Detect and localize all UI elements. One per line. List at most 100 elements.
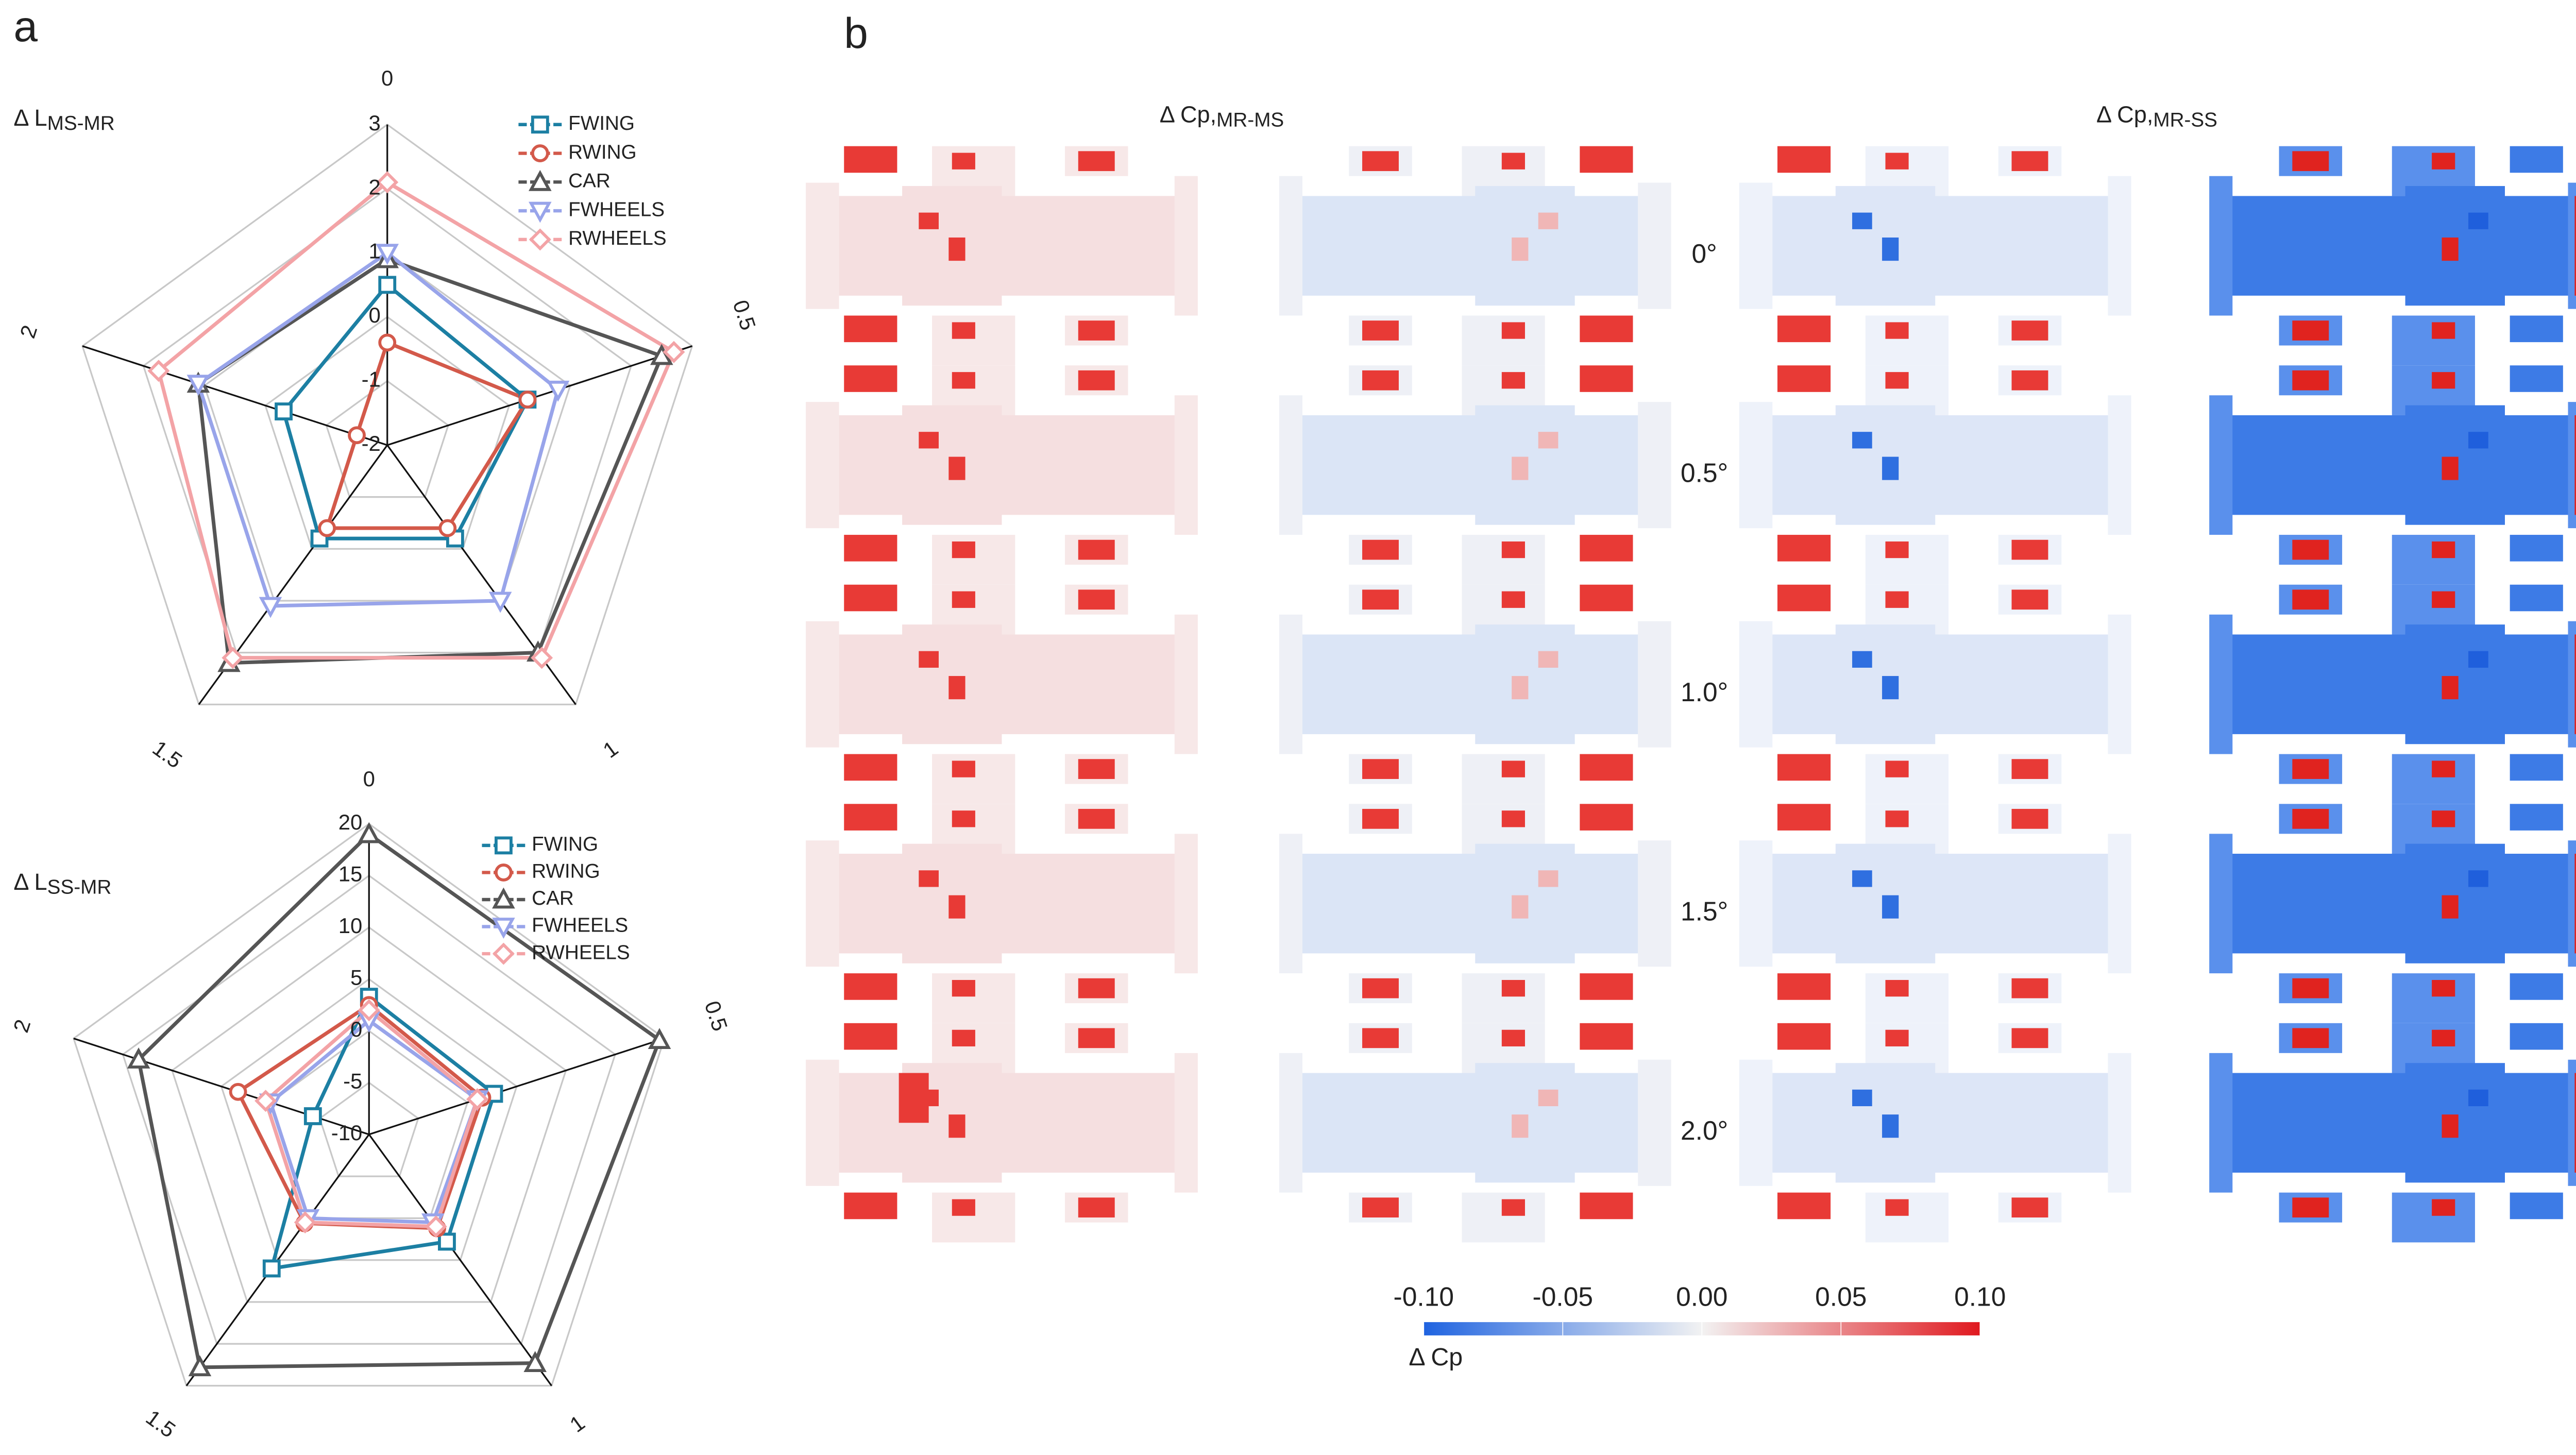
contour-part bbox=[2510, 146, 2563, 173]
contour-part bbox=[1174, 1053, 1198, 1193]
contour-part bbox=[2432, 760, 2455, 777]
contour-part bbox=[1512, 456, 1529, 480]
contour-part bbox=[1739, 840, 1773, 967]
contour-part bbox=[2510, 315, 2563, 343]
contour-map bbox=[1739, 1023, 2131, 1243]
contour-part bbox=[1538, 212, 1558, 229]
contour-part bbox=[1078, 978, 1115, 999]
chart-title: Δ LSS-MR bbox=[13, 869, 111, 899]
contour-part bbox=[806, 402, 839, 529]
marker bbox=[275, 402, 293, 421]
header-sub: MR-MS bbox=[1216, 109, 1284, 131]
legend-label: FWING bbox=[532, 833, 598, 855]
marker bbox=[318, 519, 336, 537]
contour-part bbox=[1362, 978, 1399, 999]
header-sub: MR-SS bbox=[2153, 109, 2217, 131]
contour-part bbox=[1638, 621, 1671, 748]
contour-part bbox=[2442, 456, 2459, 480]
contour-part bbox=[1362, 539, 1399, 560]
contour-part bbox=[1885, 810, 1909, 827]
contour-part bbox=[1362, 151, 1399, 172]
contour-part bbox=[1885, 760, 1909, 777]
contour-part bbox=[2011, 320, 2048, 341]
contour-part bbox=[2292, 808, 2329, 829]
contour-part bbox=[2510, 754, 2563, 781]
contour-part bbox=[1538, 432, 1558, 449]
contour-part bbox=[2011, 539, 2048, 560]
contour-part bbox=[1772, 1073, 2115, 1173]
contour-part bbox=[2292, 539, 2329, 560]
marker bbox=[425, 1215, 447, 1238]
contour-part bbox=[2574, 854, 2576, 954]
grid-line bbox=[264, 316, 511, 550]
marker bbox=[523, 1351, 547, 1373]
contour-part bbox=[844, 315, 897, 343]
contour-part bbox=[2510, 535, 2563, 562]
marker bbox=[663, 341, 685, 363]
category-label: 1 bbox=[565, 1410, 589, 1437]
contour-part bbox=[1638, 840, 1671, 967]
contour-part bbox=[1362, 320, 1399, 341]
marker bbox=[494, 864, 513, 882]
contour-map bbox=[2209, 584, 2576, 804]
contour-part bbox=[2468, 1089, 2488, 1107]
title-main: Δ L bbox=[13, 105, 47, 131]
contour-part bbox=[2442, 237, 2459, 261]
contour-map bbox=[806, 146, 1198, 366]
contour-part bbox=[1777, 146, 1831, 173]
contour-part bbox=[1580, 1023, 1633, 1050]
contour-part bbox=[2011, 1028, 2048, 1048]
contour-part bbox=[2209, 1053, 2233, 1193]
contour-part bbox=[1885, 153, 1909, 170]
grid-line bbox=[220, 978, 518, 1261]
contour-part bbox=[948, 1114, 965, 1138]
contour-part bbox=[1501, 541, 1525, 559]
marker bbox=[492, 887, 515, 909]
contour-part bbox=[2432, 980, 2455, 997]
contour-part bbox=[2510, 804, 2563, 831]
contour-part bbox=[2574, 415, 2576, 515]
category-label: 2 bbox=[15, 322, 42, 341]
contour-part bbox=[2108, 614, 2131, 754]
header-main: Δ Cp, bbox=[2096, 101, 2153, 128]
contour-part bbox=[1882, 456, 1899, 480]
contour-part bbox=[1852, 1089, 1872, 1107]
contour-part bbox=[2432, 591, 2455, 608]
legend-label: CAR bbox=[568, 170, 611, 192]
tick-label: 0 bbox=[369, 303, 381, 327]
series-line bbox=[137, 832, 662, 1369]
contour-part bbox=[1538, 1089, 1558, 1107]
contour-part bbox=[1362, 759, 1399, 779]
marker bbox=[378, 333, 397, 352]
contour-part bbox=[952, 372, 975, 389]
tick-label: 10 bbox=[338, 913, 363, 938]
colorbar-tick-label: 0.05 bbox=[1815, 1282, 1867, 1312]
contour-part bbox=[1078, 320, 1115, 341]
contour-part bbox=[1538, 651, 1558, 668]
contour-map bbox=[1279, 146, 1671, 366]
contour-part bbox=[2209, 395, 2233, 535]
header-main: Δ Cp, bbox=[1160, 101, 1216, 128]
contour-part bbox=[2442, 1114, 2459, 1138]
contour-part bbox=[839, 1073, 1181, 1173]
contour-part bbox=[1882, 237, 1899, 261]
axis-spoke bbox=[73, 1037, 369, 1136]
grid-line bbox=[325, 380, 449, 498]
legend-label: RWHEELS bbox=[568, 227, 667, 249]
contour-part bbox=[1777, 315, 1831, 343]
column-header: Δ Cp,MR-MS bbox=[1160, 101, 1284, 131]
contour-part bbox=[2292, 1028, 2329, 1048]
category-label: 0.5 bbox=[728, 297, 761, 333]
contour-part bbox=[1739, 402, 1773, 529]
contour-part bbox=[1580, 365, 1633, 392]
contour-part bbox=[844, 584, 897, 612]
colorbar-tick-label: -0.10 bbox=[1394, 1282, 1454, 1312]
contour-part bbox=[1777, 754, 1831, 781]
contour-part bbox=[948, 895, 965, 919]
contour-part bbox=[1885, 591, 1909, 608]
series-line bbox=[263, 1008, 480, 1229]
contour-part bbox=[2432, 372, 2455, 389]
contour-part bbox=[806, 182, 839, 309]
